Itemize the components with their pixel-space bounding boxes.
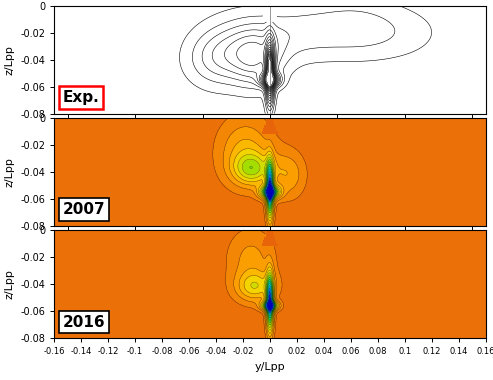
Y-axis label: z/Lpp: z/Lpp xyxy=(4,269,15,299)
Y-axis label: z/Lpp: z/Lpp xyxy=(4,157,15,187)
X-axis label: y/Lpp: y/Lpp xyxy=(254,362,285,372)
Text: 2016: 2016 xyxy=(63,315,106,329)
Text: 2007: 2007 xyxy=(63,202,106,217)
Y-axis label: z/Lpp: z/Lpp xyxy=(4,45,15,74)
Text: Exp.: Exp. xyxy=(63,90,100,105)
